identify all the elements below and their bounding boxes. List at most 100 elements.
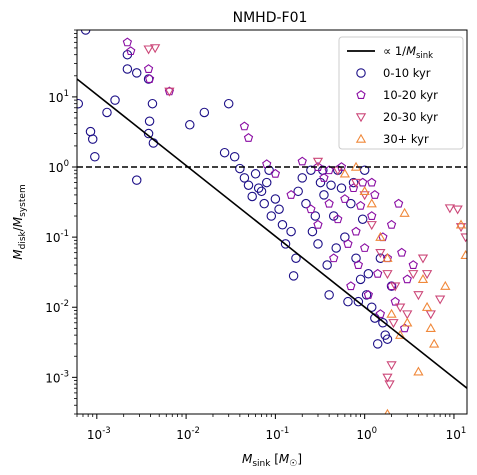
data-point	[143, 45, 154, 55]
data-point	[266, 211, 277, 221]
data-point	[399, 323, 410, 333]
data-point	[460, 233, 467, 243]
data-point	[346, 198, 356, 209]
data-point	[270, 194, 281, 204]
data-point	[388, 319, 399, 329]
data-point	[444, 204, 456, 214]
data-point	[367, 211, 377, 220]
data-point	[355, 200, 366, 210]
chart-title: NMHD-F01	[233, 10, 308, 26]
data-point	[313, 219, 323, 229]
data-point	[413, 366, 424, 376]
data-point	[399, 207, 410, 217]
x-axis-label-text: Msink [M☉]	[242, 452, 302, 469]
data-point	[77, 98, 84, 109]
data-point	[143, 64, 154, 73]
data-point	[291, 253, 301, 263]
data-point	[243, 180, 254, 190]
data-point	[286, 226, 296, 237]
data-point	[382, 252, 393, 262]
data-point	[386, 308, 397, 318]
data-point	[390, 282, 401, 292]
legend-marker-swatch	[355, 113, 367, 123]
data-point	[261, 177, 272, 188]
data-point	[219, 147, 230, 158]
data-point	[239, 173, 250, 183]
data-point	[293, 186, 303, 197]
data-point	[390, 296, 400, 306]
data-point	[353, 296, 364, 307]
data-point	[343, 296, 353, 307]
data-point	[131, 175, 142, 185]
legend-marker-swatch	[356, 90, 366, 99]
data-point	[247, 191, 257, 202]
data-point	[375, 231, 386, 241]
data-point	[324, 290, 334, 300]
legend-marker-swatch	[356, 68, 366, 78]
data-point	[373, 268, 383, 278]
y-tick-label: 10-2	[45, 299, 69, 315]
data-point	[408, 270, 419, 280]
data-point	[421, 270, 433, 280]
data-point	[319, 172, 329, 182]
data-point	[363, 290, 374, 299]
data-point	[367, 177, 377, 187]
data-point	[297, 173, 308, 183]
y-axis-label-text: Mdisk/Msystem	[11, 184, 28, 259]
data-point	[357, 214, 368, 224]
data-point	[346, 281, 356, 291]
data-point	[239, 121, 250, 131]
data-point	[185, 120, 195, 130]
data-point	[147, 98, 158, 109]
data-point	[164, 87, 175, 97]
data-point	[384, 408, 391, 414]
y-tick-label: 10-1	[45, 229, 69, 245]
data-point	[382, 270, 393, 280]
legend-marker-swatch	[355, 133, 367, 143]
legend-label: 20-30 kyr	[383, 110, 438, 124]
data-point	[428, 338, 440, 348]
data-point	[384, 380, 395, 390]
series-30-kyr	[339, 161, 467, 414]
data-point	[382, 334, 393, 344]
plot-inner	[77, 30, 467, 414]
data-point	[386, 361, 397, 371]
data-point	[413, 291, 424, 301]
data-point	[264, 165, 274, 175]
data-point	[455, 219, 467, 229]
data-point	[417, 254, 429, 264]
data-point	[319, 190, 329, 200]
data-point	[256, 186, 267, 197]
data-point	[310, 211, 321, 221]
data-point	[313, 162, 323, 171]
legend-label-inverse-mass: ∝ 1/Msink	[383, 44, 433, 61]
data-point	[274, 204, 284, 214]
data-point	[375, 309, 386, 318]
data-point	[375, 248, 386, 258]
data-point	[336, 162, 347, 171]
data-point	[452, 205, 463, 215]
x-tick-label: 101	[446, 426, 467, 442]
data-point	[259, 198, 269, 209]
x-tick-label: 10-3	[87, 426, 111, 442]
data-point	[402, 317, 413, 327]
legend-label: 30+ kyr	[383, 132, 429, 146]
data-point	[243, 133, 254, 142]
data-point	[363, 269, 374, 279]
data-point	[340, 194, 350, 203]
data-point	[301, 198, 311, 209]
data-point	[110, 95, 120, 105]
data-point	[402, 310, 413, 320]
data-point	[80, 30, 91, 35]
data-point	[297, 156, 307, 166]
data-point	[235, 163, 245, 174]
data-point	[126, 46, 136, 56]
data-point	[343, 239, 353, 248]
plot-frame	[76, 29, 468, 415]
data-point	[229, 152, 240, 162]
data-point	[348, 177, 359, 188]
data-point	[425, 323, 436, 333]
data-point	[306, 204, 316, 214]
data-point	[331, 243, 341, 253]
axis-ticks: 10-3 10-2 10-1 100 101 10-3 10-2 10-1 100 101	[45, 29, 467, 442]
